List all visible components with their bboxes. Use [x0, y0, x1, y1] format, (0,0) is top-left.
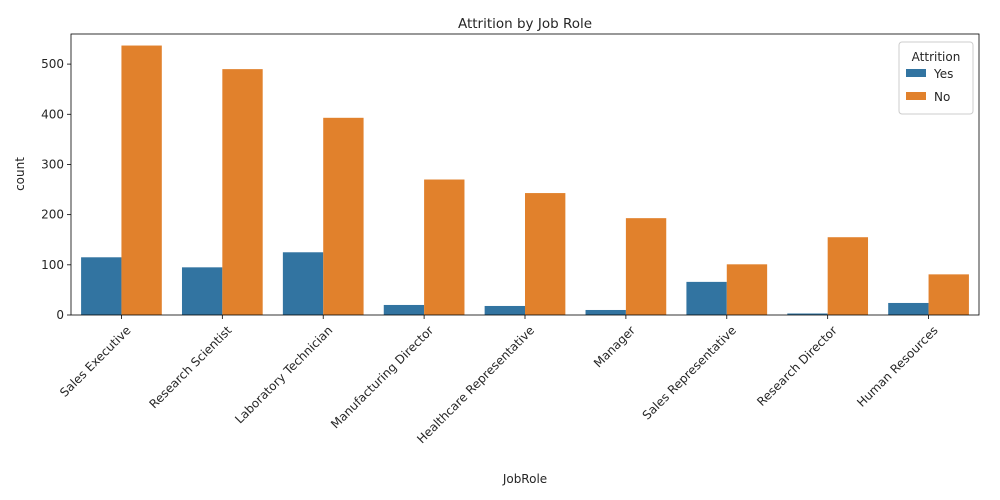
x-tick-label-research-scientist: Research Scientist [147, 323, 235, 411]
x-tick-label-human-resources: Human Resources [854, 323, 941, 410]
x-tick-label-sales-representative: Sales Representative [640, 323, 739, 422]
bar-manufacturing-director-yes [383, 304, 425, 315]
legend-swatch-no [906, 92, 926, 100]
bar-research-scientist-no [222, 69, 263, 316]
y-tick-group: 0 100 200 300 400 500 [41, 57, 71, 322]
bars-group [81, 45, 969, 316]
bar-laboratory-technician-yes [282, 252, 324, 315]
y-axis-label: count [13, 157, 27, 191]
y-tick-label-300: 300 [41, 157, 64, 171]
legend: Attrition Yes No [898, 41, 974, 115]
x-tick-label-manager: Manager [591, 323, 638, 370]
bar-sales-representative-yes [686, 281, 727, 315]
legend-label-yes: Yes [933, 67, 953, 81]
bar-sales-executive-yes [81, 257, 122, 315]
bar-healthcare-representative-no [525, 193, 566, 315]
legend-swatch-yes [906, 69, 926, 77]
bar-manager-no [625, 218, 667, 315]
bar-manager-yes [585, 309, 626, 315]
bar-human-resources-no [928, 274, 969, 315]
legend-label-no: No [934, 90, 950, 104]
y-tick-label-400: 400 [41, 107, 64, 121]
bar-laboratory-technician-no [323, 117, 364, 315]
x-tick-label-research-director: Research Director [754, 323, 840, 409]
y-tick-label-100: 100 [41, 258, 64, 272]
x-tick-group: Sales Executive Research ScientistLaborat… [57, 315, 941, 446]
legend-title: Attrition [912, 50, 961, 64]
bar-research-scientist-yes [181, 267, 223, 315]
bar-manufacturing-director-no [424, 179, 465, 315]
y-tick-label-500: 500 [41, 57, 64, 71]
x-axis-label: JobRole [502, 472, 547, 486]
x-tick-label-healthcare-representative: Healthcare Representative [414, 323, 537, 446]
bar-research-director-yes [787, 313, 828, 315]
chart-title: Attrition by Job Role [458, 16, 592, 32]
x-tick-label-laboratory-technician: Laboratory Technician [232, 323, 335, 426]
y-tick-label-0: 0 [56, 308, 64, 322]
bar-human-resources-yes [888, 302, 929, 315]
bar-healthcare-representative-yes [484, 305, 525, 315]
bar-sales-representative-no [726, 264, 768, 315]
y-tick-label-200: 200 [41, 208, 64, 222]
plot-frame [70, 33, 980, 316]
bar-research-director-no [827, 237, 869, 315]
x-tick-label-sales-executive: Sales Executive [57, 323, 134, 400]
x-tick-label-manufacturing-director: Manufacturing Director [328, 323, 436, 431]
bar-sales-executive-no [121, 45, 162, 315]
